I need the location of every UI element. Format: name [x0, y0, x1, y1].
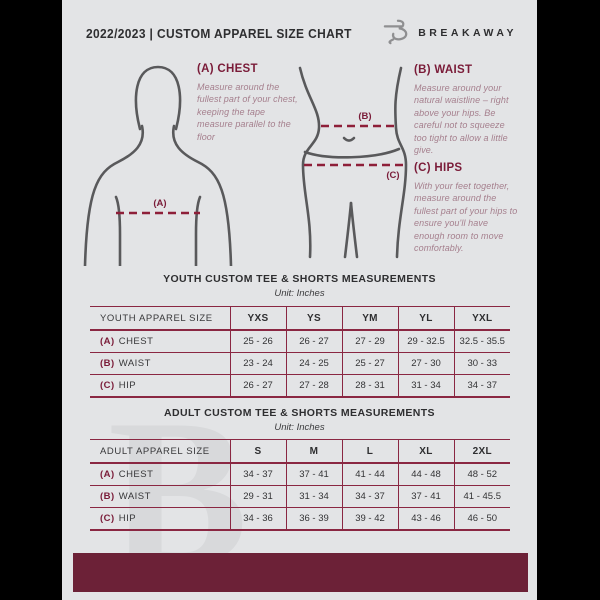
table-cell: 27 - 28 [285, 374, 342, 398]
waist-instruction-text: Measure around your natural waistline – … [414, 83, 509, 156]
table-cell: 44 - 48 [397, 462, 454, 486]
chest-instruction-title: (A) CHEST [197, 63, 258, 75]
table-row: (C) HIP 26 - 27 27 - 28 28 - 31 31 - 34 3… [90, 374, 510, 398]
table-cell: 34 - 37 [229, 462, 286, 486]
table-cell: 27 - 30 [397, 352, 454, 375]
column-header: ADULT APPAREL SIZE [90, 439, 230, 464]
chest-instruction: (A) CHEST Measure around the fullest par… [197, 63, 303, 143]
chart-page: B 2022/2023 | CUSTOM APPAREL SIZE CHART … [62, 0, 537, 600]
table-cell: 31 - 34 [397, 374, 454, 398]
column-header: YS [285, 306, 342, 331]
table-header-row: YOUTH APPAREL SIZE YXS YS YM YL YXL [90, 306, 510, 331]
table-row: (A) CHEST 34 - 37 37 - 41 41 - 44 44 - 48… [90, 462, 510, 486]
column-header: YM [341, 306, 398, 331]
table-header-row: ADULT APPAREL SIZE S M L XL 2XL [90, 439, 510, 464]
table-cell: 27 - 29 [341, 329, 398, 353]
column-header: XL [397, 439, 454, 464]
table-cell: 30 - 33 [453, 352, 510, 375]
hips-instruction-text: With your feet together, measure around … [414, 181, 518, 254]
table-cell: 28 - 31 [341, 374, 398, 398]
column-header: YOUTH APPAREL SIZE [90, 306, 230, 331]
table-row: (B) WAIST 29 - 31 31 - 34 34 - 37 37 - 41… [90, 485, 510, 508]
table-cell: 32.5 - 35.5 [453, 329, 510, 353]
chest-line-label: (A) [153, 198, 166, 209]
table-cell: 34 - 37 [453, 374, 510, 398]
hips-line-label: (C) [386, 170, 399, 181]
column-header: M [285, 439, 342, 464]
table-cell: 25 - 26 [229, 329, 286, 353]
row-label: (A) CHEST [90, 462, 230, 486]
torso-diagram: (A) [83, 65, 233, 266]
column-header: S [229, 439, 286, 464]
table-row: (C) HIP 34 - 36 36 - 39 39 - 42 43 - 46 4… [90, 507, 510, 531]
table-cell: 41 - 44 [341, 462, 398, 486]
column-header: 2XL [453, 439, 510, 464]
column-header: L [341, 439, 398, 464]
youth-table-title: YOUTH CUSTOM TEE & SHORTS MEASUREMENTS [163, 273, 436, 285]
table-cell: 37 - 41 [397, 485, 454, 508]
adult-size-table: ADULT APPAREL SIZE S M L XL 2XL (A) CHEST… [90, 439, 510, 531]
chest-instruction-text: Measure around the fullest part of your … [197, 82, 298, 142]
breakaway-b-logo-icon [383, 17, 411, 50]
youth-size-table: YOUTH APPAREL SIZE YXS YS YM YL YXL (A) C… [90, 306, 510, 398]
waist-instruction-title: (B) WAIST [414, 64, 473, 76]
table-row: (B) WAIST 23 - 24 24 - 25 25 - 27 27 - 30… [90, 352, 510, 375]
brand-block: BREAKAWAY [383, 17, 517, 50]
row-label: (C) HIP [90, 374, 230, 398]
table-cell: 25 - 27 [341, 352, 398, 375]
waist-instruction: (B) WAIST Measure around your natural wa… [414, 64, 516, 156]
table-cell: 26 - 27 [285, 329, 342, 353]
table-cell: 39 - 42 [341, 507, 398, 531]
column-header: YXL [453, 306, 510, 331]
row-label: (A) CHEST [90, 329, 230, 353]
column-header: YXS [229, 306, 286, 331]
lower-body-diagram: (B) (C) [298, 66, 408, 259]
footer-accent-bar [73, 553, 528, 592]
adult-table-title: ADULT CUSTOM TEE & SHORTS MEASUREMENTS [164, 407, 435, 419]
table-cell: 48 - 52 [453, 462, 510, 486]
row-label: (B) WAIST [90, 352, 230, 375]
hips-instruction: (C) HIPS With your feet together, measur… [414, 162, 520, 254]
adult-table-unit: Unit: Inches [274, 422, 325, 433]
table-cell: 26 - 27 [229, 374, 286, 398]
table-cell: 37 - 41 [285, 462, 342, 486]
table-cell: 43 - 46 [397, 507, 454, 531]
page-header: 2022/2023 | CUSTOM APPAREL SIZE CHART BR… [86, 17, 517, 49]
brand-name: BREAKAWAY [418, 27, 517, 39]
table-cell: 46 - 50 [453, 507, 510, 531]
table-cell: 29 - 31 [229, 485, 286, 508]
table-row: (A) CHEST 25 - 26 26 - 27 27 - 29 29 - 32… [90, 329, 510, 353]
page-title: 2022/2023 | CUSTOM APPAREL SIZE CHART [86, 25, 352, 41]
table-cell: 29 - 32.5 [397, 329, 454, 353]
table-cell: 34 - 37 [341, 485, 398, 508]
table-cell: 36 - 39 [285, 507, 342, 531]
hips-instruction-title: (C) HIPS [414, 162, 463, 174]
youth-table-unit: Unit: Inches [274, 288, 325, 299]
table-cell: 24 - 25 [285, 352, 342, 375]
row-label: (C) HIP [90, 507, 230, 531]
table-cell: 34 - 36 [229, 507, 286, 531]
table-cell: 31 - 34 [285, 485, 342, 508]
table-cell: 41 - 45.5 [453, 485, 510, 508]
table-cell: 23 - 24 [229, 352, 286, 375]
waist-line-label: (B) [358, 111, 371, 122]
row-label: (B) WAIST [90, 485, 230, 508]
column-header: YL [397, 306, 454, 331]
